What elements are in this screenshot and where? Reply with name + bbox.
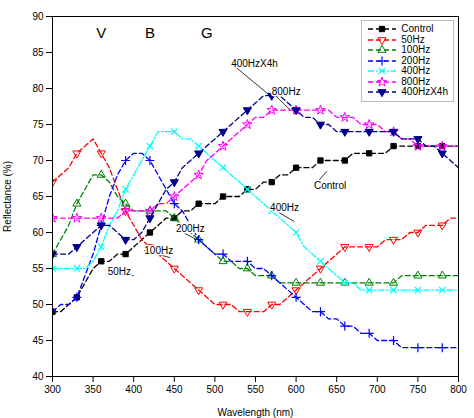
svg-text:300: 300: [44, 384, 61, 395]
svg-text:650: 650: [328, 384, 345, 395]
svg-text:Control: Control: [314, 180, 346, 191]
html-text:200Hz: 200Hz: [401, 54, 431, 66]
svg-text:750: 750: [410, 384, 427, 395]
html-text:400HzX4h: 400HzX4h: [401, 86, 448, 98]
svg-text:500: 500: [207, 384, 224, 395]
svg-text:800Hz: 800Hz: [272, 86, 301, 97]
svg-text:100Hz: 100Hz: [144, 245, 173, 256]
svg-text:80: 80: [32, 83, 44, 94]
svg-text:G: G: [201, 24, 213, 41]
svg-text:85: 85: [32, 47, 44, 58]
svg-text:400Hz: 400Hz: [270, 202, 299, 213]
svg-text:600: 600: [288, 384, 305, 395]
svg-text:350: 350: [85, 384, 102, 395]
svg-text:Reflectance (%): Reflectance (%): [2, 161, 13, 232]
svg-text:90: 90: [32, 11, 44, 22]
svg-text:75: 75: [32, 119, 44, 130]
html-text:Control: Control: [401, 23, 434, 35]
svg-text:B: B: [145, 24, 155, 41]
svg-text:70: 70: [32, 155, 44, 166]
svg-text:V: V: [96, 24, 106, 41]
svg-text:Wavelength (nm): Wavelength (nm): [218, 407, 294, 418]
svg-text:45: 45: [32, 335, 44, 346]
svg-text:550: 550: [247, 384, 264, 395]
svg-text:200Hz: 200Hz: [176, 223, 205, 234]
svg-text:800: 800: [450, 384, 467, 395]
svg-text:50Hz: 50Hz: [108, 266, 131, 277]
svg-text:400HzX4h: 400HzX4h: [231, 58, 278, 69]
html-text:400Hz: 400Hz: [401, 65, 431, 77]
html-text:800Hz: 800Hz: [401, 75, 431, 87]
svg-text:40: 40: [32, 371, 44, 382]
html-text:50Hz: 50Hz: [401, 33, 425, 45]
svg-text:60: 60: [32, 227, 44, 238]
svg-text:700: 700: [369, 384, 386, 395]
html-text:100Hz: 100Hz: [401, 44, 431, 56]
svg-text:50: 50: [32, 299, 44, 310]
svg-text:400: 400: [125, 384, 142, 395]
svg-text:65: 65: [32, 191, 44, 202]
svg-text:450: 450: [166, 384, 183, 395]
svg-text:55: 55: [32, 263, 44, 274]
